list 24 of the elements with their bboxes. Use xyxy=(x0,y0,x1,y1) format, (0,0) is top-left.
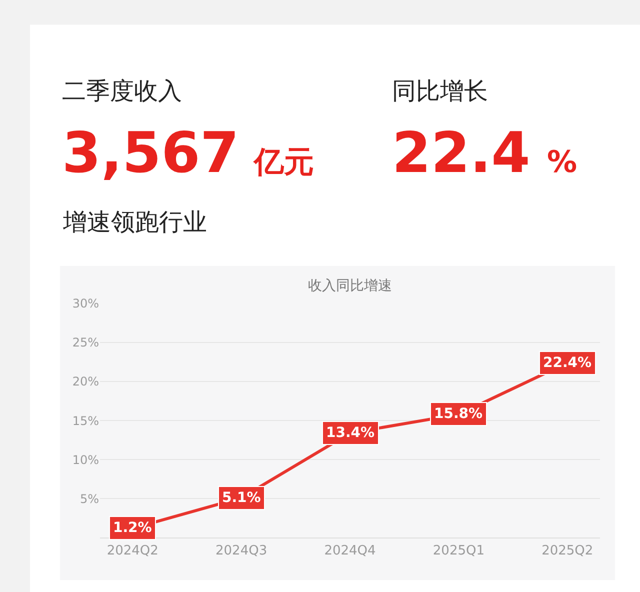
data-label: 22.4% xyxy=(543,355,592,371)
text: 二季度收入 xyxy=(62,77,182,105)
y-tick-label: 25% xyxy=(72,336,99,350)
x-tick-label: 2025Q1 xyxy=(432,543,484,558)
y-tick-label: 5% xyxy=(80,492,99,506)
y-tick-label: 10% xyxy=(72,452,99,467)
y-tick-label: 20% xyxy=(72,374,99,389)
text: 增速领跑行业 xyxy=(62,208,207,236)
data-label: 5.1% xyxy=(222,490,261,506)
data-label: 13.4% xyxy=(326,425,375,441)
text: % xyxy=(547,145,578,180)
chart-title: 收入同比增速 xyxy=(308,278,392,294)
text: 同比增长 xyxy=(392,77,488,105)
text: 22.4 xyxy=(392,121,530,186)
x-tick-label: 2024Q4 xyxy=(324,543,376,558)
text: 3,567 xyxy=(62,121,240,186)
y-tick-label: 15% xyxy=(72,414,99,428)
y-tick-label: 30% xyxy=(72,296,99,311)
data-label: 1.2% xyxy=(113,520,152,536)
x-tick-label: 2024Q2 xyxy=(106,543,158,558)
text: 亿元 xyxy=(252,145,314,180)
data-label: 15.8% xyxy=(434,406,483,422)
x-tick-label: 2025Q2 xyxy=(542,543,594,558)
x-tick-label: 2024Q3 xyxy=(216,543,268,558)
